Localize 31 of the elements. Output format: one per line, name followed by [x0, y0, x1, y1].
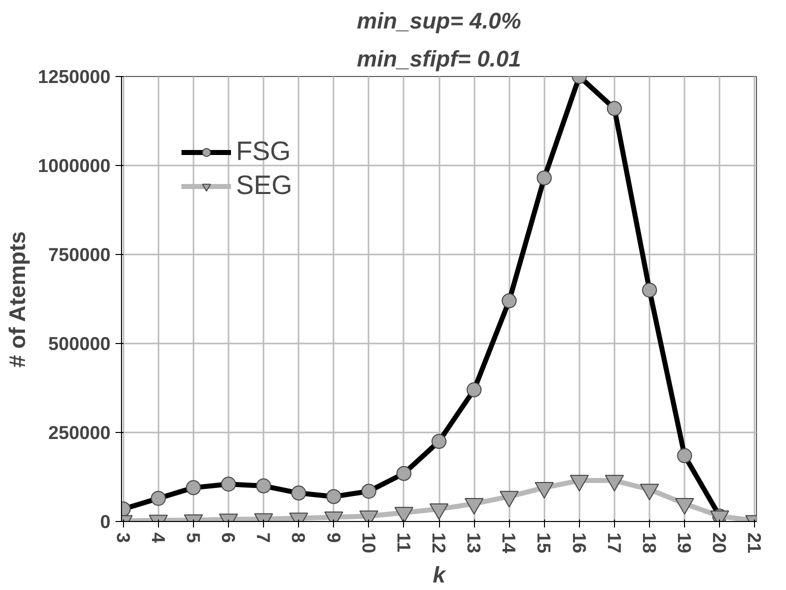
x-tick-label: 15 [534, 532, 555, 554]
x-tick-label: 12 [428, 532, 450, 554]
x-tick-label: 10 [358, 532, 380, 554]
x-tick-label: 11 [393, 532, 414, 552]
x-tick-label: 9 [323, 532, 344, 543]
x-tick-label: 18 [638, 532, 660, 554]
x-tick-label: 19 [674, 532, 696, 554]
legend-label: FSG [236, 136, 291, 167]
x-tick-label: 3 [112, 532, 134, 543]
y-tick-label: 250000 [48, 422, 111, 443]
x-tick-label: 6 [218, 532, 240, 543]
x-tick-label: 5 [182, 532, 204, 543]
y-tick-label: 0 [100, 511, 111, 532]
chart-title: min_sup= 4.0% [356, 8, 522, 34]
x-axis-title: k [432, 561, 447, 588]
x-tick-label: 4 [148, 532, 169, 544]
legend-label: SEG [236, 170, 292, 201]
x-tick-label: 13 [464, 532, 485, 554]
y-axis-title: # of Atempts [4, 231, 30, 368]
y-tick-label: 500000 [48, 333, 111, 354]
x-tick-label: 16 [568, 532, 590, 554]
x-tick-label: 7 [253, 532, 274, 543]
x-tick-label: 14 [498, 532, 520, 554]
y-tick-label: 1250000 [38, 66, 111, 87]
y-tick-label: 1000000 [38, 155, 111, 176]
chart-subtitle: min_sfipf= 0.01 [356, 46, 522, 72]
x-tick-label: 20 [709, 532, 730, 554]
x-tick-label: 21 [744, 532, 766, 554]
x-tick-label: 17 [604, 532, 625, 554]
y-tick-label: 750000 [48, 244, 111, 265]
x-tick-label: 8 [288, 532, 310, 543]
